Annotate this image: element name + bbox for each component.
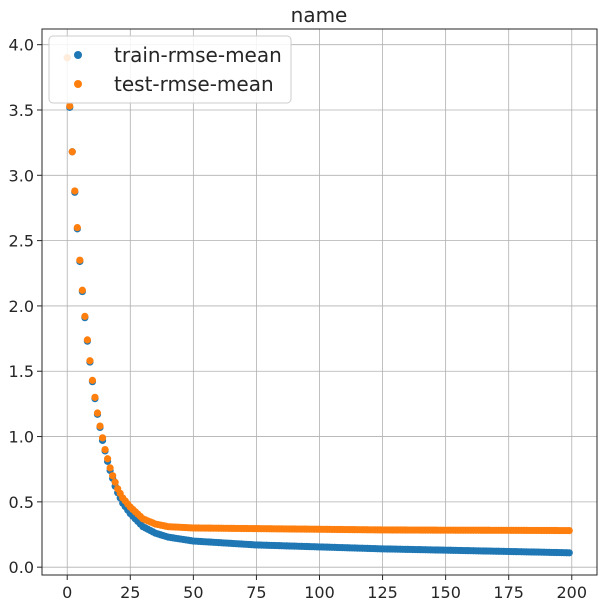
x-tick-label: 100 [304,583,335,601]
x-tick-label: 175 [493,583,524,601]
data-point [101,446,109,454]
data-point [71,187,79,195]
y-tick-label: 2.0 [9,297,34,316]
data-point [66,102,74,110]
grid [42,29,597,575]
data-point [68,148,76,156]
legend-box [48,35,292,104]
x-tick-label: 0 [62,583,72,601]
legend: train-rmse-mean test-rmse-mean [48,35,292,104]
data-point [111,478,119,486]
data-point [76,256,84,264]
data-point [73,223,81,232]
x-tick-label: 150 [430,583,461,601]
y-tick-label: 4.0 [9,36,34,55]
y-tick-label: 3.5 [9,101,34,120]
x-tick-label: 200 [556,583,587,601]
data-point [106,464,114,472]
data-point [78,286,86,294]
x-tick-label: 50 [183,583,203,601]
data-point [98,434,107,442]
data-point [88,376,97,384]
data-point [96,422,104,430]
data-point [565,526,573,535]
data-point [86,357,94,365]
axis-ticks: 0 25 50 75 100 125 150 175 200 0.0 0.5 1.0 1.5 2.0 2.5… [9,36,587,601]
x-tick-label: 25 [120,583,140,601]
x-tick-label: 125 [367,583,398,601]
chart-title: name [291,3,348,27]
y-tick-label: 1.0 [9,428,34,447]
data-point [109,472,117,480]
x-tick-label: 75 [246,583,266,601]
series-test-rmse-mean [63,54,573,535]
y-tick-label: 3.0 [9,166,34,185]
y-tick-label: 0.0 [9,558,34,577]
data-point [565,549,573,557]
data-point [93,409,102,417]
y-tick-label: 1.5 [9,362,34,381]
y-tick-label: 0.5 [9,493,34,512]
legend-marker [74,80,82,88]
data-point [91,393,99,401]
data-point [83,336,92,344]
legend-label: test-rmse-mean [114,72,274,96]
legend-label: train-rmse-mean [114,43,282,67]
legend-marker [74,51,82,59]
data-point [103,455,112,463]
data-point [81,312,89,320]
y-tick-label: 2.5 [9,232,34,251]
data-points [63,54,573,557]
